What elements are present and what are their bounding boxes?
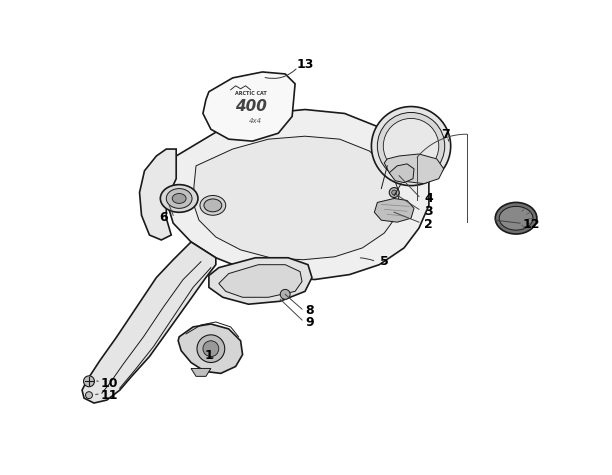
Text: 2: 2 bbox=[425, 218, 433, 231]
Text: 6: 6 bbox=[159, 211, 168, 224]
Circle shape bbox=[197, 335, 225, 362]
Polygon shape bbox=[166, 110, 429, 279]
Polygon shape bbox=[193, 136, 399, 260]
Text: 4: 4 bbox=[425, 192, 433, 205]
Circle shape bbox=[405, 168, 409, 173]
Text: 9: 9 bbox=[305, 315, 315, 329]
Circle shape bbox=[83, 376, 94, 387]
Circle shape bbox=[378, 113, 445, 180]
Polygon shape bbox=[82, 242, 216, 403]
Text: 4x4: 4x4 bbox=[249, 118, 262, 124]
Polygon shape bbox=[375, 199, 414, 222]
Polygon shape bbox=[203, 72, 295, 141]
Text: 1: 1 bbox=[204, 349, 213, 362]
Polygon shape bbox=[219, 265, 302, 297]
Ellipse shape bbox=[172, 193, 186, 203]
Ellipse shape bbox=[200, 196, 226, 215]
Ellipse shape bbox=[160, 185, 198, 212]
Circle shape bbox=[371, 106, 450, 186]
Text: 3: 3 bbox=[425, 205, 433, 218]
Polygon shape bbox=[140, 149, 176, 240]
Text: 10: 10 bbox=[101, 377, 119, 390]
Polygon shape bbox=[389, 164, 414, 183]
Circle shape bbox=[203, 341, 219, 357]
Polygon shape bbox=[178, 324, 242, 373]
Polygon shape bbox=[384, 154, 444, 184]
Text: 8: 8 bbox=[305, 304, 315, 317]
Text: 12: 12 bbox=[522, 218, 540, 231]
Text: 5: 5 bbox=[380, 255, 389, 268]
Ellipse shape bbox=[495, 202, 537, 234]
Text: 7: 7 bbox=[441, 128, 450, 141]
Ellipse shape bbox=[166, 189, 192, 209]
Circle shape bbox=[402, 166, 412, 176]
Text: 11: 11 bbox=[101, 389, 119, 402]
Text: ARCTIC CAT: ARCTIC CAT bbox=[234, 91, 266, 96]
Circle shape bbox=[383, 118, 439, 174]
Circle shape bbox=[389, 188, 399, 198]
Text: 13: 13 bbox=[296, 57, 314, 71]
Text: 400: 400 bbox=[234, 99, 266, 114]
Polygon shape bbox=[191, 369, 211, 376]
Ellipse shape bbox=[204, 199, 222, 212]
Circle shape bbox=[392, 190, 397, 195]
Circle shape bbox=[280, 289, 290, 299]
Ellipse shape bbox=[499, 206, 533, 230]
Polygon shape bbox=[209, 258, 312, 304]
Circle shape bbox=[86, 392, 92, 399]
